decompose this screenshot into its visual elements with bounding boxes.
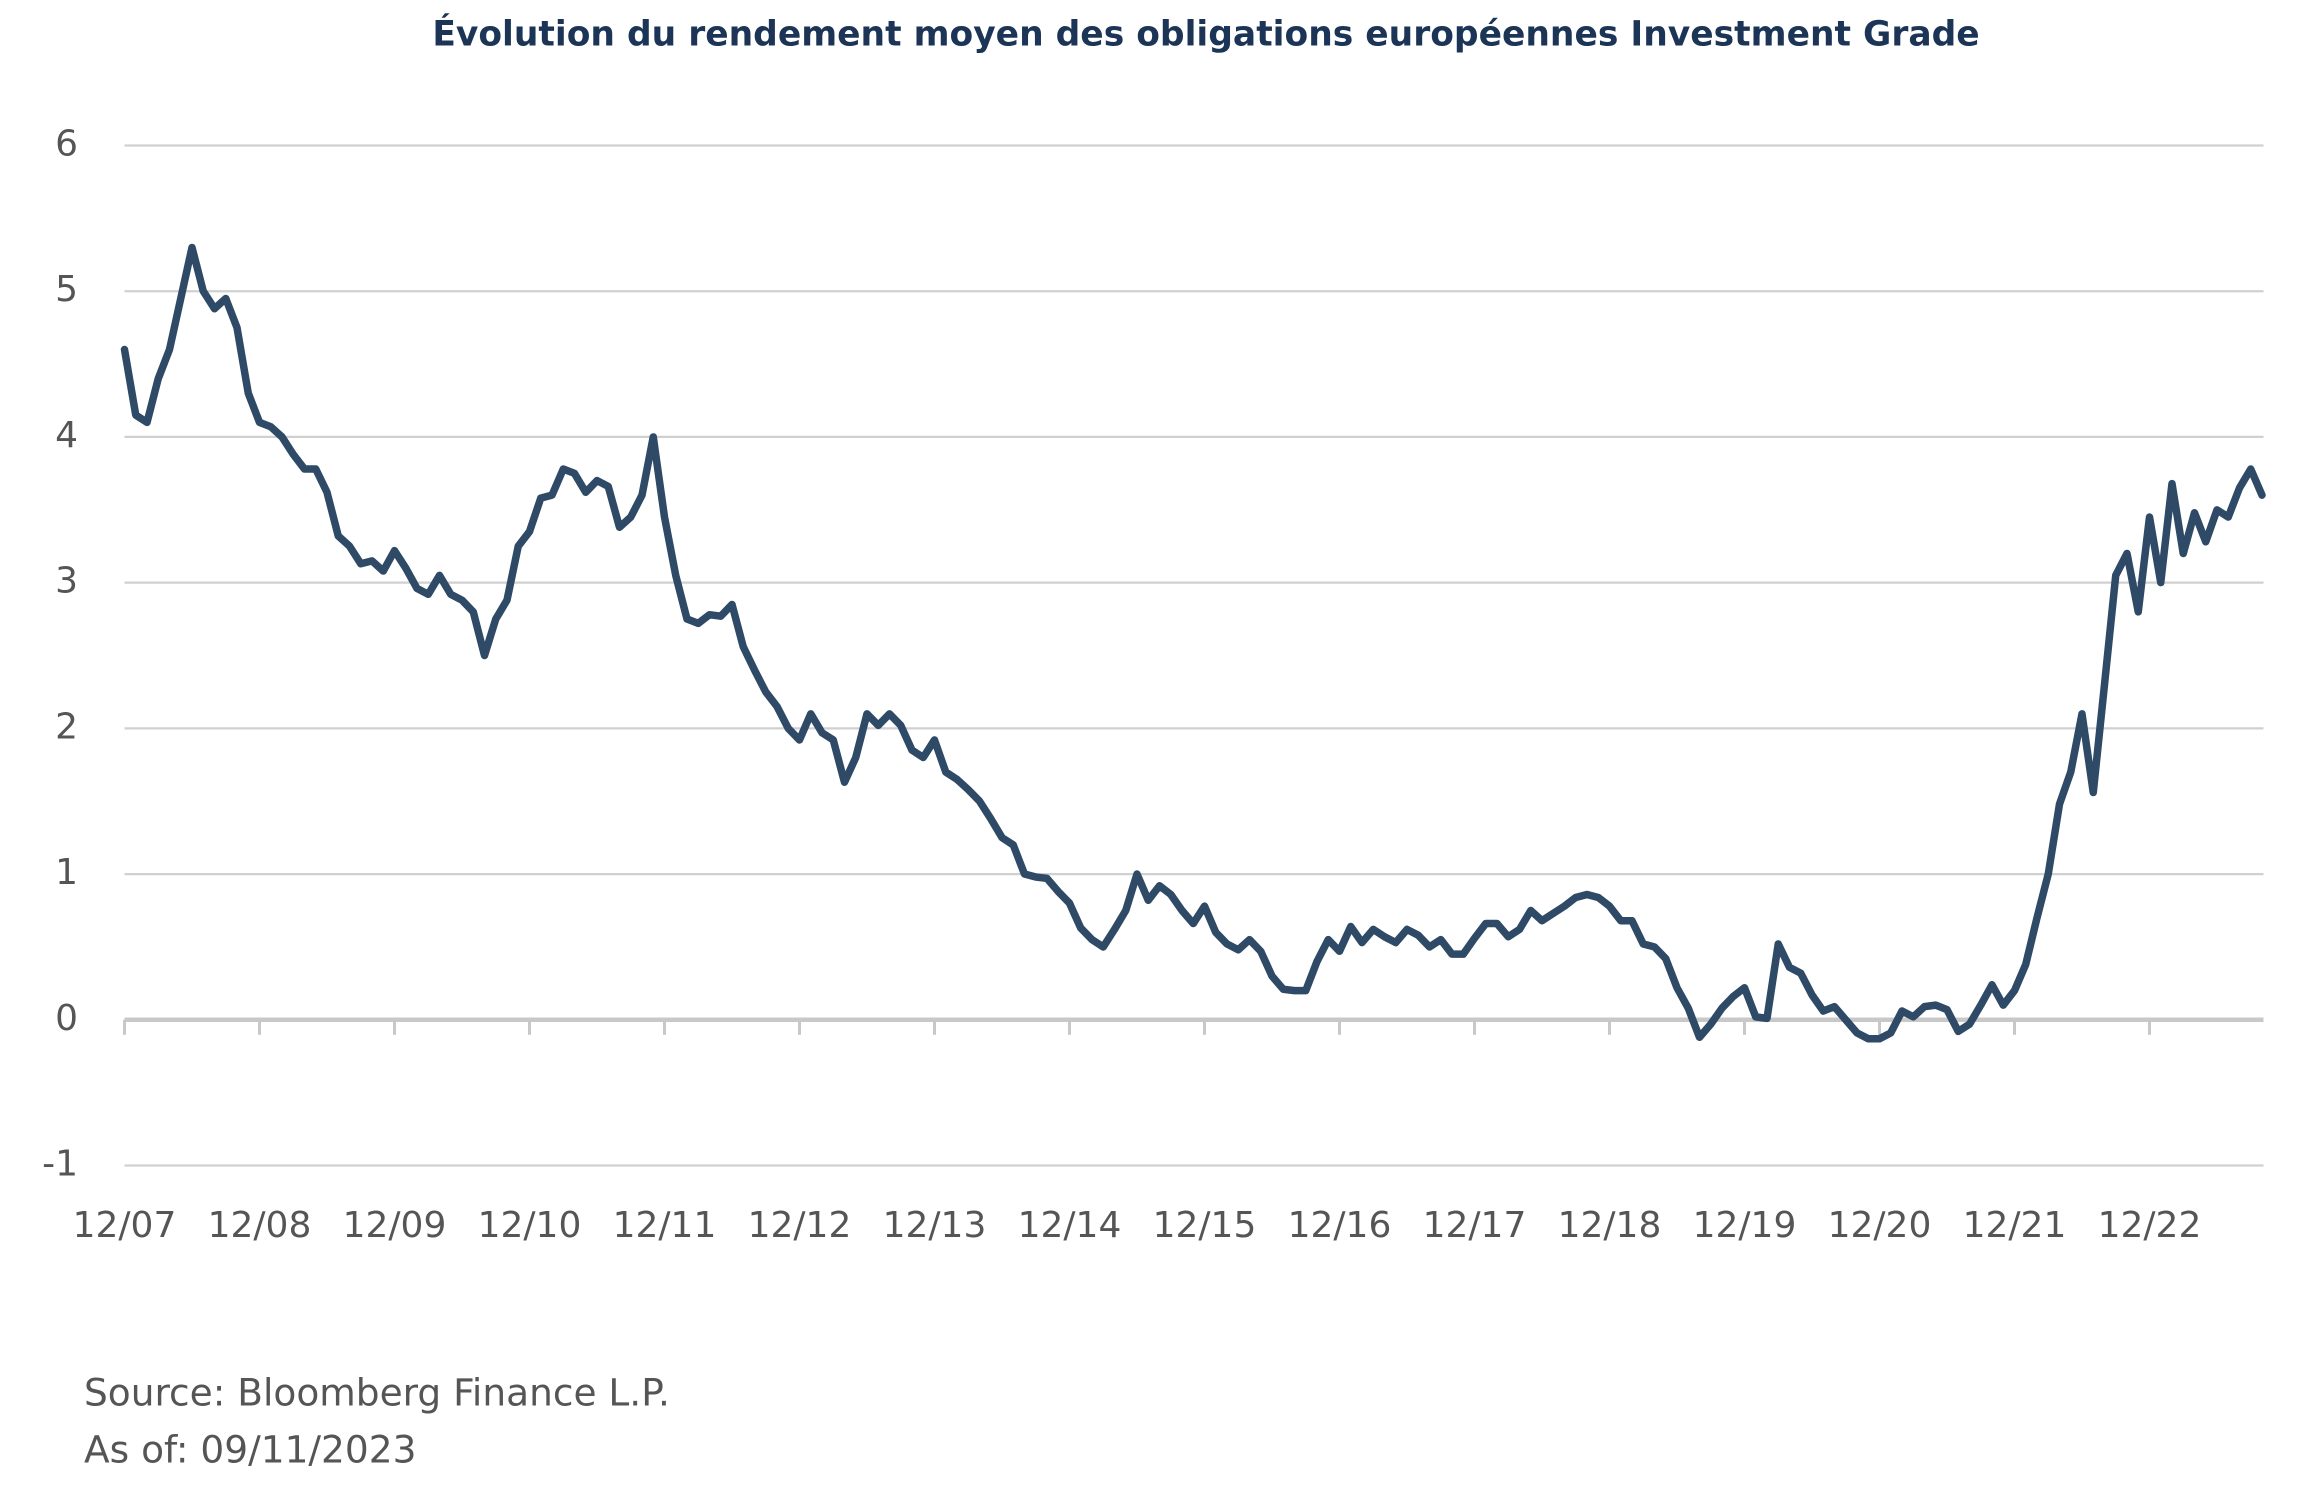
y-tick-label: 5	[55, 269, 78, 310]
x-tick-label: 12/07	[73, 1205, 177, 1246]
source-note: Source: Bloomberg Finance L.P.	[84, 1370, 670, 1414]
x-tick-label: 12/13	[883, 1205, 987, 1246]
x-tick-label: 12/09	[343, 1205, 447, 1246]
y-tick-label: 1	[55, 852, 78, 893]
x-tick-label: 12/16	[1288, 1205, 1392, 1246]
x-tick-label: 12/17	[1423, 1205, 1527, 1246]
x-tick-label: 12/18	[1558, 1205, 1662, 1246]
x-tick-label: 12/15	[1153, 1205, 1257, 1246]
x-tick-label: 12/12	[748, 1205, 852, 1246]
x-tick-label: 12/14	[1018, 1205, 1122, 1246]
y-tick-label: -1	[42, 1143, 78, 1184]
x-tick-label: 12/22	[2098, 1205, 2202, 1246]
x-tick-label: 12/11	[613, 1205, 717, 1246]
y-tick-label: 3	[55, 561, 78, 602]
y-tick-label: 6	[55, 124, 78, 165]
x-tick-label: 12/21	[1963, 1205, 2067, 1246]
y-tick-label: 0	[55, 998, 78, 1039]
x-tick-label: 12/19	[1693, 1205, 1797, 1246]
data-line	[120, 243, 2266, 1043]
x-tick-label: 12/10	[478, 1205, 582, 1246]
x-tick-label: 12/20	[1828, 1205, 1932, 1246]
y-tick-label: 4	[55, 415, 78, 456]
date-note: As of: 09/11/2023	[84, 1427, 416, 1471]
y-tick-label: 2	[55, 706, 78, 747]
chart-title: Évolution du rendement moyen des obligat…	[432, 14, 1979, 55]
x-tick-label: 12/08	[208, 1205, 312, 1246]
